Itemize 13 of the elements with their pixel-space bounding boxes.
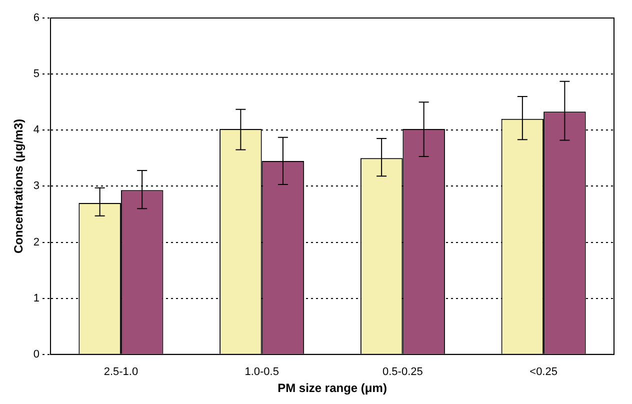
y-tick-label: 0 [33,348,40,360]
x-tick-label: 1.0-0.5 [244,366,279,378]
x-tick-label: 2.5-1.0 [104,366,138,378]
y-axis-title: Concentrations (μg/m3) [12,118,26,254]
x-tick-label: <0.25 [530,366,558,378]
y-tick-label: 4 [33,124,40,136]
x-tick-label: 0.5-0.25 [382,366,423,378]
y-tick-label: 6 [33,12,40,24]
y-tick-label: 1 [33,292,40,304]
x-axis-title: PM size range (μm) [278,381,387,396]
y-tick-label: 2 [33,236,40,248]
y-tick-label: 5 [33,68,40,80]
y-tick-label: 3 [33,180,40,192]
